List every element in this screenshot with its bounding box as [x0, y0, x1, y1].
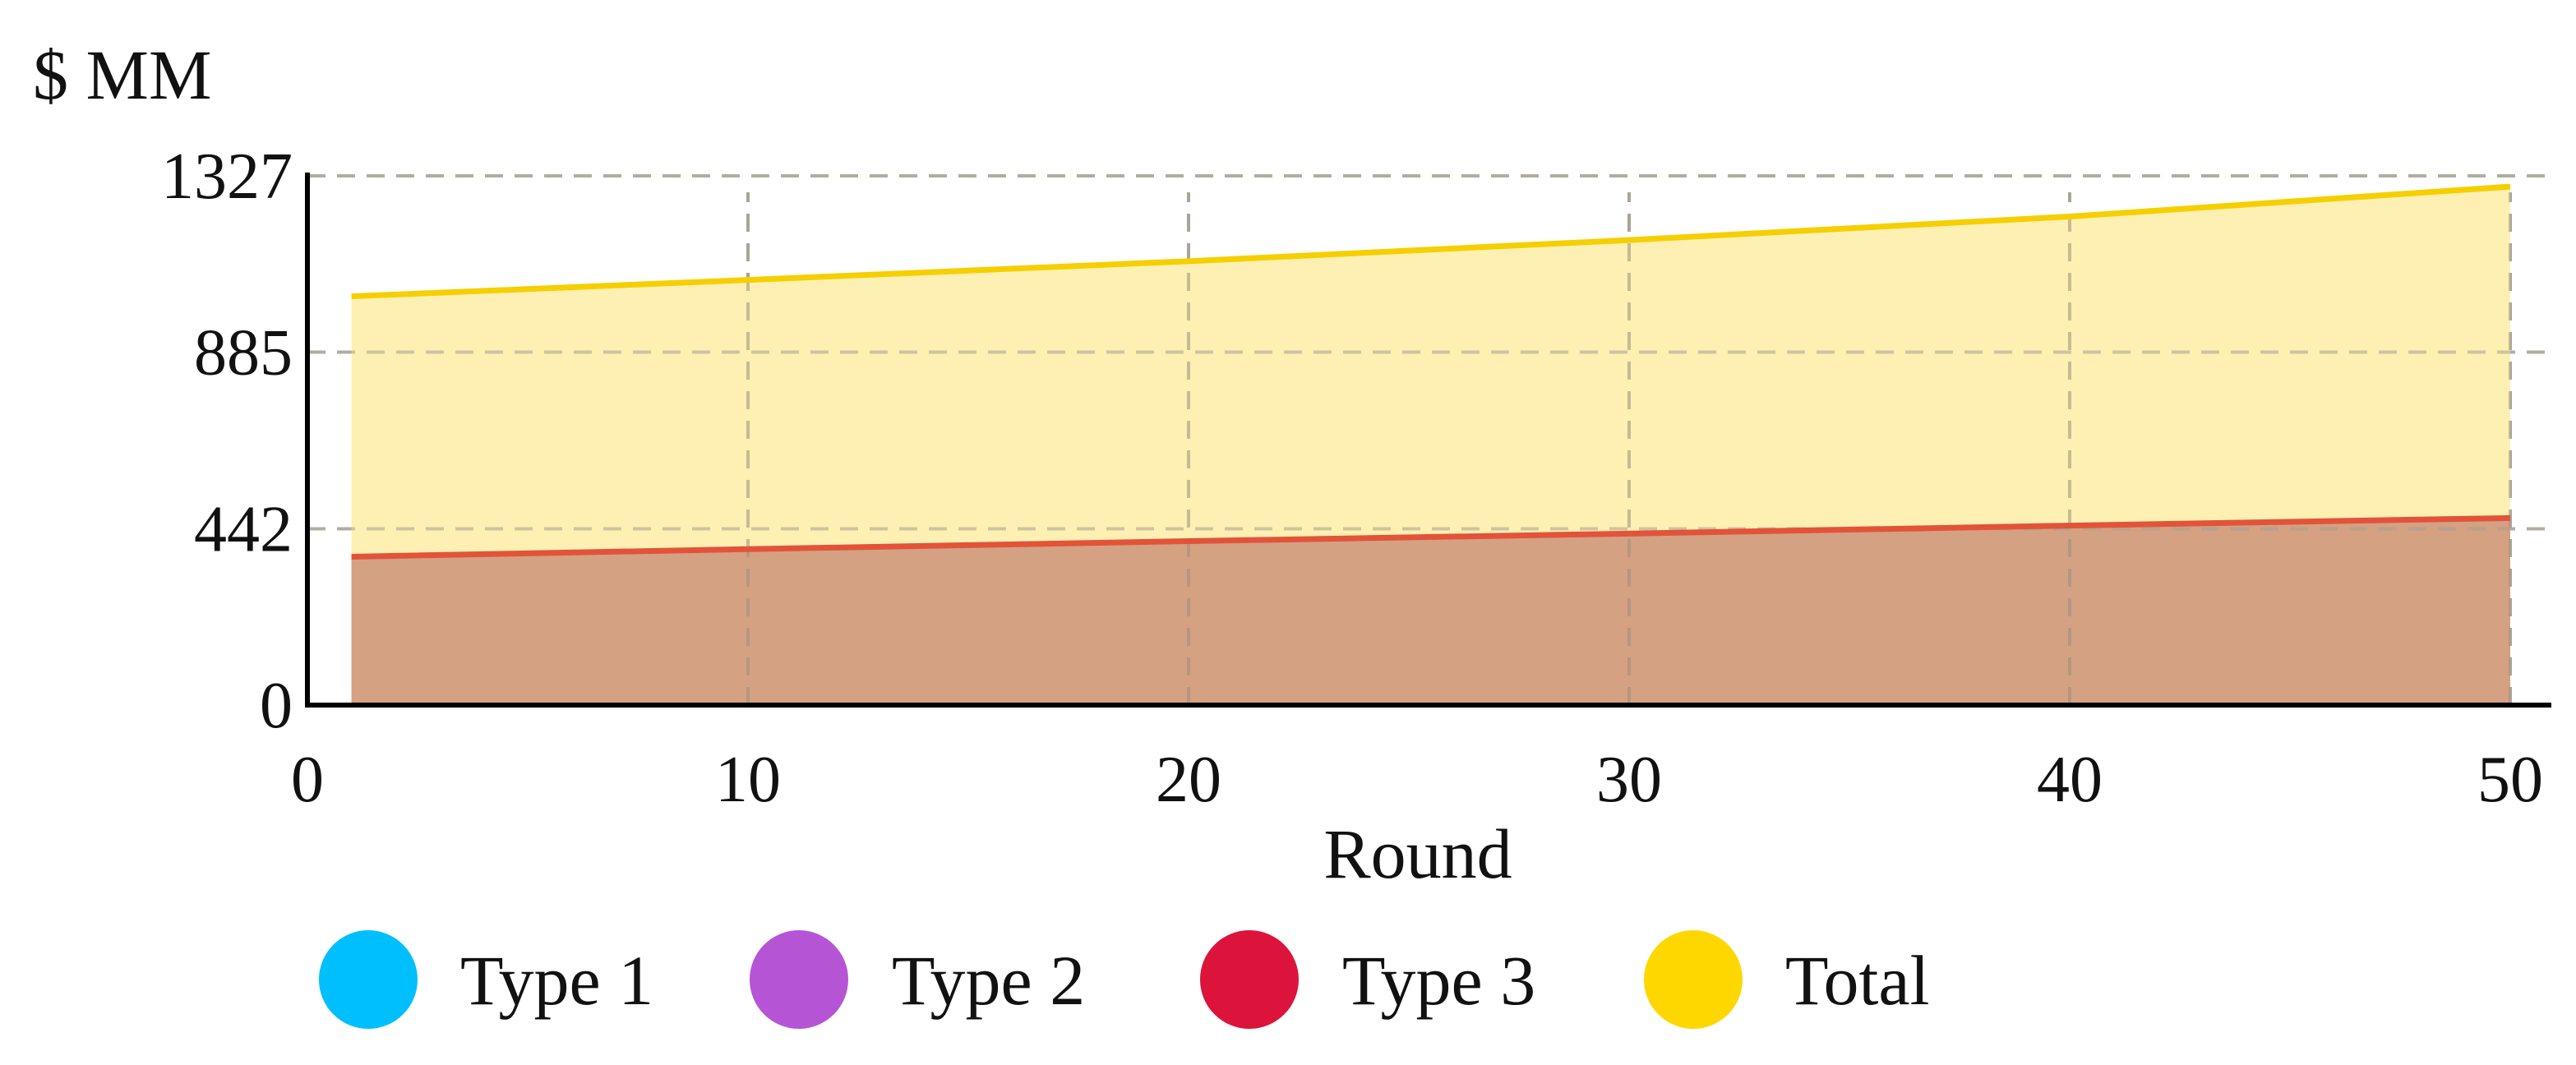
- tick-labels: 0 442 885 1327 0 10 20 30 40 50: [161, 141, 2543, 816]
- x-tick-label: 10: [715, 744, 781, 816]
- y-tick-label: 1327: [161, 141, 293, 213]
- x-tick-label: 30: [1596, 744, 1662, 816]
- x-tick-label: 20: [1156, 744, 1221, 816]
- x-axis-title: Round: [1323, 814, 1512, 893]
- x-tick-label: 40: [2037, 744, 2103, 816]
- y-tick-label: 0: [260, 670, 293, 742]
- axes: [305, 173, 2551, 708]
- y-axis-title: $ MM: [33, 35, 211, 114]
- x-tick-label: 50: [2477, 744, 2543, 816]
- area-type-3: [351, 518, 2510, 705]
- legend-swatch-total: [1644, 930, 1743, 1029]
- legend-label-type-2: Type 2: [892, 941, 1085, 1020]
- legend-label-total: Total: [1785, 941, 1930, 1020]
- line-type-3: [351, 514, 2511, 560]
- legend-swatch-type-1: [319, 930, 418, 1029]
- y-tick-label: 885: [194, 317, 293, 390]
- legend-label-type-1: Type 1: [460, 941, 653, 1020]
- x-tick-label: 0: [291, 744, 324, 816]
- legend: Type 1 Type 2 Type 3 Total: [319, 930, 1930, 1029]
- legend-swatch-type-2: [750, 930, 848, 1029]
- line-total: [351, 183, 2511, 300]
- legend-swatch-type-3: [1200, 930, 1299, 1029]
- series-lines: [307, 174, 2551, 705]
- legend-label-type-3: Type 3: [1342, 941, 1535, 1020]
- series-areas: [351, 187, 2510, 705]
- y-tick-label: 442: [194, 493, 293, 565]
